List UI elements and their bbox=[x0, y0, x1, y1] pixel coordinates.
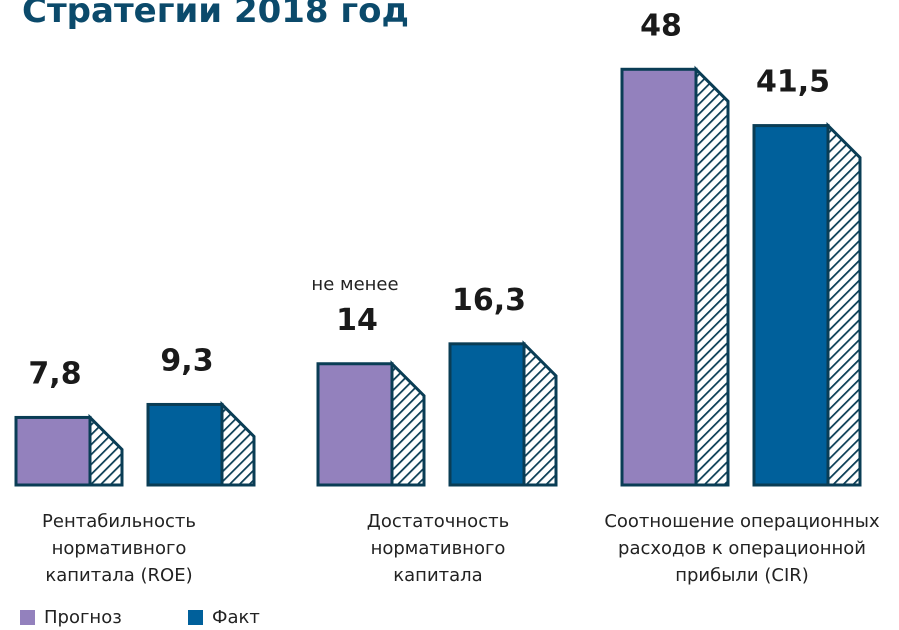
bar bbox=[448, 342, 526, 487]
x-tick-label: Достаточность нормативного капитала bbox=[366, 511, 510, 586]
value-label: 14 bbox=[336, 303, 378, 338]
bar bbox=[14, 415, 92, 487]
bar bbox=[752, 124, 830, 487]
bar bbox=[620, 67, 698, 487]
bar-side bbox=[88, 413, 124, 487]
legend-label: Прогноз bbox=[44, 607, 122, 628]
x-tick-label: Соотношение операционных расходов к опер… bbox=[604, 511, 880, 586]
bar bbox=[146, 402, 224, 487]
value-label: 9,3 bbox=[160, 343, 213, 378]
legend-swatch bbox=[20, 610, 35, 625]
bar-side bbox=[220, 400, 256, 487]
value-label: 48 bbox=[640, 8, 682, 43]
annotation: не менее bbox=[311, 274, 398, 295]
bar-side bbox=[390, 360, 426, 487]
bar-side bbox=[694, 65, 730, 487]
bar-side bbox=[826, 121, 862, 487]
value-label: 7,8 bbox=[28, 356, 81, 391]
value-label: 16,3 bbox=[452, 283, 526, 318]
legend-item: Прогноз bbox=[20, 607, 122, 628]
value-label: 41,5 bbox=[756, 65, 830, 100]
legend-label: Факт bbox=[212, 607, 260, 628]
chart-title: Стратегии 2018 год bbox=[22, 0, 409, 31]
legend-swatch bbox=[188, 610, 203, 625]
bar-side bbox=[522, 340, 558, 487]
x-tick-label: Рентабильность нормативного капитала (RO… bbox=[42, 511, 196, 586]
bar bbox=[316, 362, 394, 487]
legend-item: Факт bbox=[188, 607, 260, 628]
